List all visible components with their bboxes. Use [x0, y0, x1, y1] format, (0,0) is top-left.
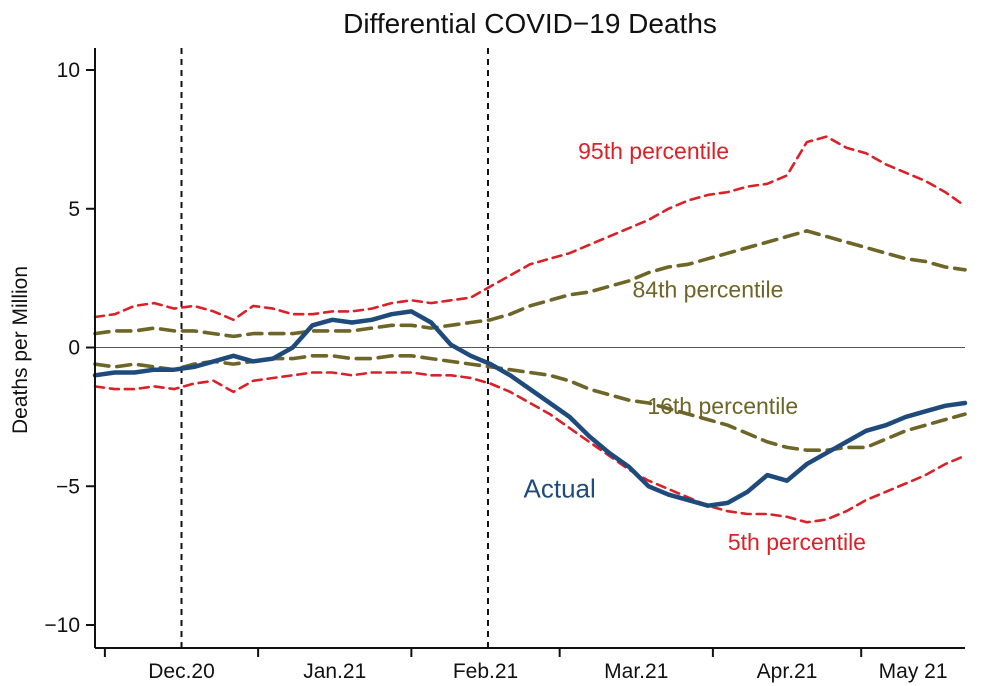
x-tick-label-may-21: May 21: [879, 660, 948, 683]
series-label-16th-percentile: 16th percentile: [647, 393, 798, 419]
series-line-95th-percentile: [93, 135, 967, 322]
y-tick-label--10: −10: [44, 614, 80, 637]
chart-title: Differential COVID−19 Deaths: [343, 8, 717, 39]
series-label-5th-percentile: 5th percentile: [728, 529, 866, 555]
y-tick-label--5: −5: [56, 475, 80, 498]
series-line-5th-percentile: [93, 371, 967, 524]
series-label-95th-percentile: 95th percentile: [578, 138, 729, 164]
series-line-84th-percentile: [93, 229, 967, 339]
series-label-actual: Actual: [524, 473, 596, 503]
x-tick-label-jan-21: Jan.21: [303, 660, 366, 683]
series-label-84th-percentile: 84th percentile: [633, 277, 784, 303]
y-tick-label-5: 5: [68, 198, 80, 221]
x-tick-label-dec-20: Dec.20: [148, 660, 215, 683]
x-tick-label-apr-21: Apr.21: [757, 660, 818, 683]
x-tick-label-mar-21: Mar.21: [604, 660, 668, 683]
plot-area: 95th percentile 84th percentile 16th perce…: [44, 48, 968, 683]
series-line-actual: [92, 309, 968, 508]
y-tick-label-10: 10: [57, 59, 80, 82]
x-tick-label-feb-21: Feb.21: [453, 660, 518, 683]
y-tick-label-0: 0: [68, 337, 80, 360]
y-axis-label: Deaths per Million: [9, 266, 32, 434]
series-line-16th-percentile: [93, 354, 967, 452]
